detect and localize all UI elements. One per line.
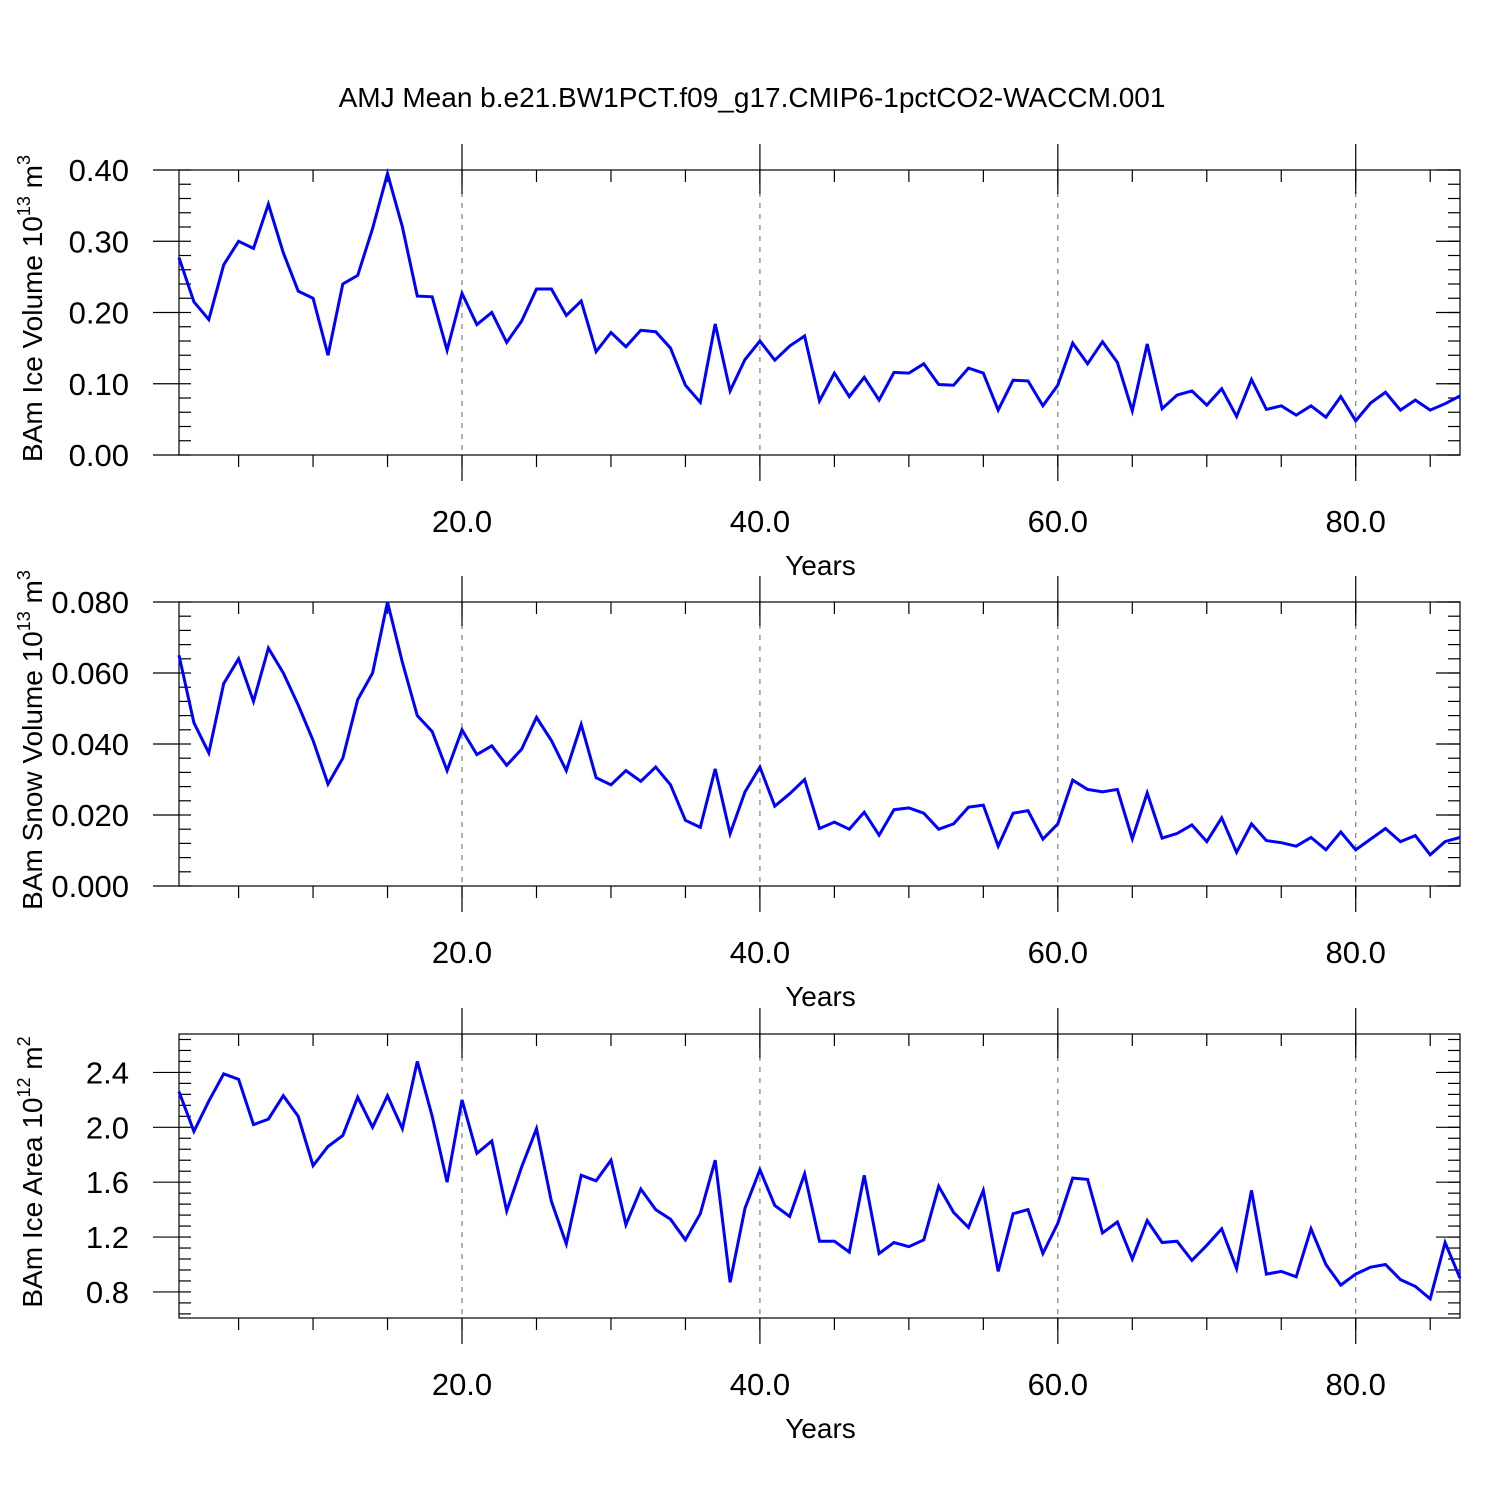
panel-2: 0.000 0.020 0.040 0.060 0.080 20.0 40.0 60.0 80.… [14,570,1461,1012]
y-axis-label-text: BAm Ice Area 10 [17,1098,48,1308]
panel-3: 0.8 1.2 1.6 2.0 2.4 20.0 40.0 60.0 80.0 Years BAm … [14,1008,1462,1444]
y-tick-label: 2.0 [86,1110,129,1145]
y-axis-label-superscript: 12 [14,1077,34,1097]
y-axis-label-text: BAm Snow Volume 10 [17,631,48,910]
y-tick-label: 0.000 [51,869,129,904]
x-axis-label: Years [785,550,856,581]
x-axis-label: Years [785,981,856,1012]
plot-frame [178,169,1461,456]
x-tick-label: 20.0 [432,504,492,539]
x-tick-label: 80.0 [1326,1367,1386,1402]
series-line [177,601,1461,857]
x-tick-label: 80.0 [1326,504,1386,539]
x-tick-label: 40.0 [730,1367,790,1402]
y-tick-label: 0.20 [69,296,129,331]
y-tick-label: 0.40 [69,153,129,188]
y-tick-label: 0.020 [51,798,129,833]
y-tick-label: 0.10 [69,367,129,402]
y-tick-label: 1.6 [86,1165,129,1200]
y-tick-label: 0.060 [51,656,129,691]
plot-frame [178,601,1461,887]
y-axis-label-text: m [17,580,48,611]
y-axis-label: BAm Snow Volume 1013 m3 [14,570,48,910]
y-axis-label-superscript: 2 [14,1036,34,1046]
x-tick-label: 20.0 [432,935,492,970]
y-tick-label: 0.00 [69,438,129,473]
y-tick-label: 0.040 [51,727,129,762]
x-tick-label: 40.0 [730,935,790,970]
figure-title: AMJ Mean b.e21.BW1PCT.f09_g17.CMIP6-1pct… [339,82,1166,113]
y-axis-label-text: m [17,1046,48,1077]
y-axis-label-superscript: 13 [14,196,34,216]
y-axis-label-superscript: 13 [14,611,34,631]
x-axis-label: Years [785,1413,856,1444]
y-axis-label: BAm Ice Volume 1013 m3 [14,155,48,462]
plot-frame [178,1033,1461,1319]
series-line [177,167,1461,424]
y-axis-label-text: BAm Ice Volume 10 [17,216,48,462]
y-axis-label-superscript: 3 [14,155,34,165]
y-axis-label-superscript: 3 [14,570,34,580]
y-tick-label: 0.080 [51,585,129,620]
y-tick-label: 0.8 [86,1275,129,1310]
x-tick-label: 60.0 [1028,935,1088,970]
y-axis-label: BAm Ice Area 1012 m2 [14,1036,48,1307]
x-tick-label: 60.0 [1028,1367,1088,1402]
x-tick-label: 80.0 [1326,935,1386,970]
x-tick-label: 20.0 [432,1367,492,1402]
y-tick-label: 2.4 [86,1055,129,1090]
y-tick-label: 1.2 [86,1220,129,1255]
y-tick-label: 0.30 [69,224,129,259]
panels: 0.00 0.10 0.20 0.30 0.40 20.0 40.0 60.0 80.0 Year… [14,144,1462,1444]
x-tick-label: 40.0 [730,504,790,539]
series-line [177,1061,1462,1302]
y-axis-label-text: m [17,165,48,196]
x-tick-label: 60.0 [1028,504,1088,539]
panel-1: 0.00 0.10 0.20 0.30 0.40 20.0 40.0 60.0 80.0 Year… [14,144,1461,581]
